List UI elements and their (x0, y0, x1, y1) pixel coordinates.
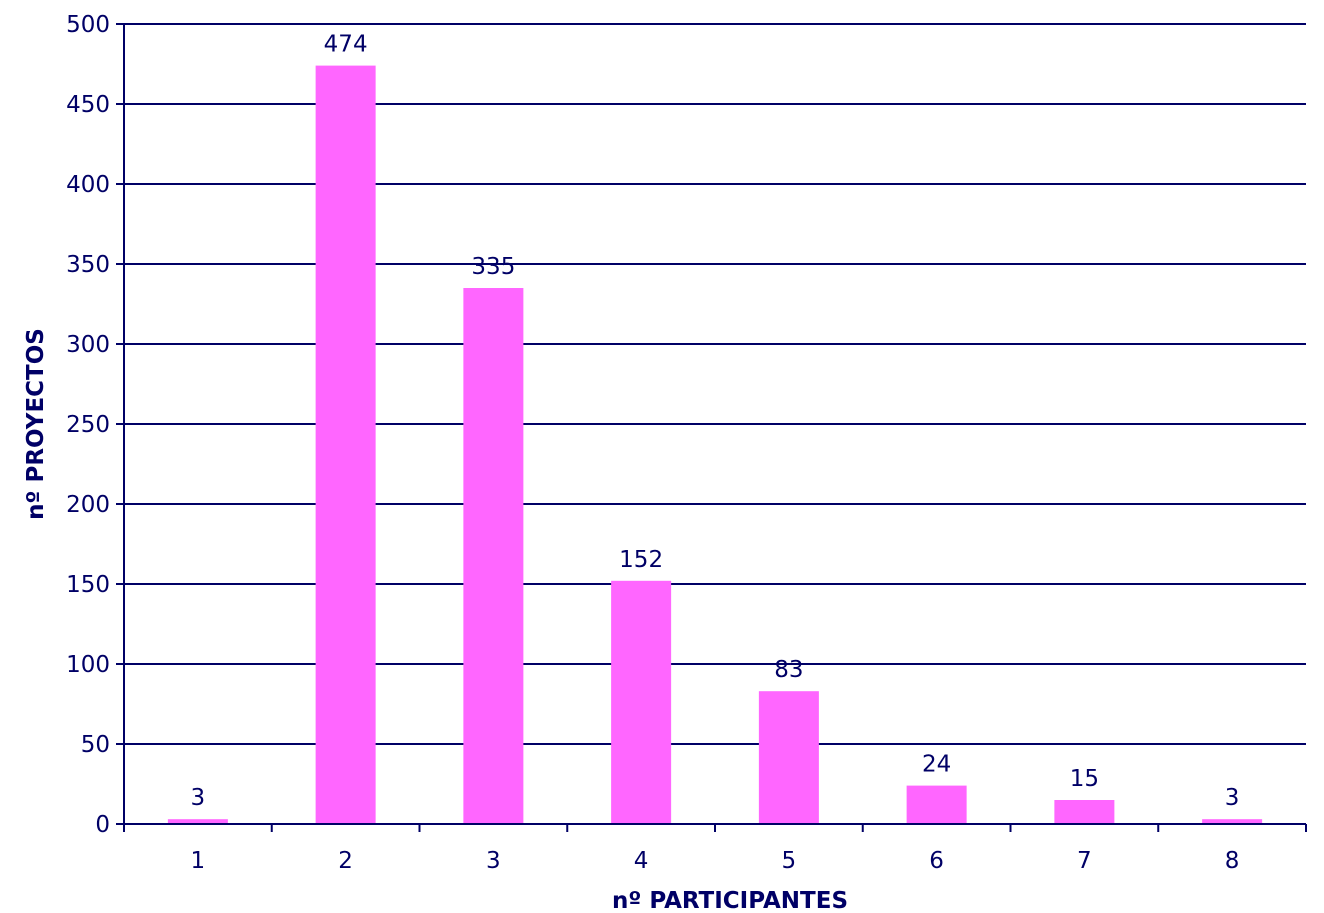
data-label: 3 (1225, 785, 1240, 811)
x-tick-label: 6 (929, 848, 944, 874)
bar (1054, 800, 1115, 824)
y-tick-label: 450 (66, 92, 110, 118)
x-tick-label: 4 (634, 848, 649, 874)
y-tick-label: 0 (95, 812, 110, 838)
y-tick-label: 500 (66, 12, 110, 38)
bar (906, 785, 967, 824)
x-tick-label: 2 (338, 848, 353, 874)
bar (463, 288, 524, 824)
data-label: 335 (471, 254, 515, 280)
bar (315, 65, 376, 825)
x-tick-label: 8 (1225, 848, 1240, 874)
y-tick-label: 400 (66, 172, 110, 198)
bar (758, 691, 819, 824)
bar (167, 819, 228, 824)
axes (116, 23, 1307, 832)
data-label: 24 (922, 752, 951, 778)
x-tick-label: 1 (191, 848, 206, 874)
data-labels: 3 474 335 152 83 24 15 3 (191, 32, 1240, 812)
y-tick-label: 250 (66, 412, 110, 438)
data-label: 3 (191, 785, 206, 811)
y-tick-label: 100 (66, 652, 110, 678)
x-tick-label: 5 (782, 848, 797, 874)
gridlines (124, 23, 1306, 745)
bar (1202, 819, 1263, 824)
x-axis-title: nº PARTICIPANTES (612, 888, 848, 913)
data-label: 83 (774, 657, 803, 683)
x-tick-label: 3 (486, 848, 501, 874)
data-label: 15 (1070, 766, 1099, 792)
bars (167, 65, 1263, 825)
y-tick-label: 350 (66, 252, 110, 278)
y-tick-label: 200 (66, 492, 110, 518)
y-axis-title: nº PROYECTOS (23, 328, 49, 520)
bar (611, 580, 672, 824)
x-tick-labels: 1 2 3 4 5 6 7 8 (191, 848, 1240, 874)
data-label: 474 (324, 32, 368, 58)
x-tick-label: 7 (1077, 848, 1092, 874)
y-tick-label: 300 (66, 332, 110, 358)
data-label: 152 (619, 547, 663, 573)
y-tick-labels: 0 50 100 150 200 250 300 350 400 450 500 (66, 12, 110, 838)
y-tick-label: 150 (66, 572, 110, 598)
y-tick-label: 50 (81, 732, 110, 758)
